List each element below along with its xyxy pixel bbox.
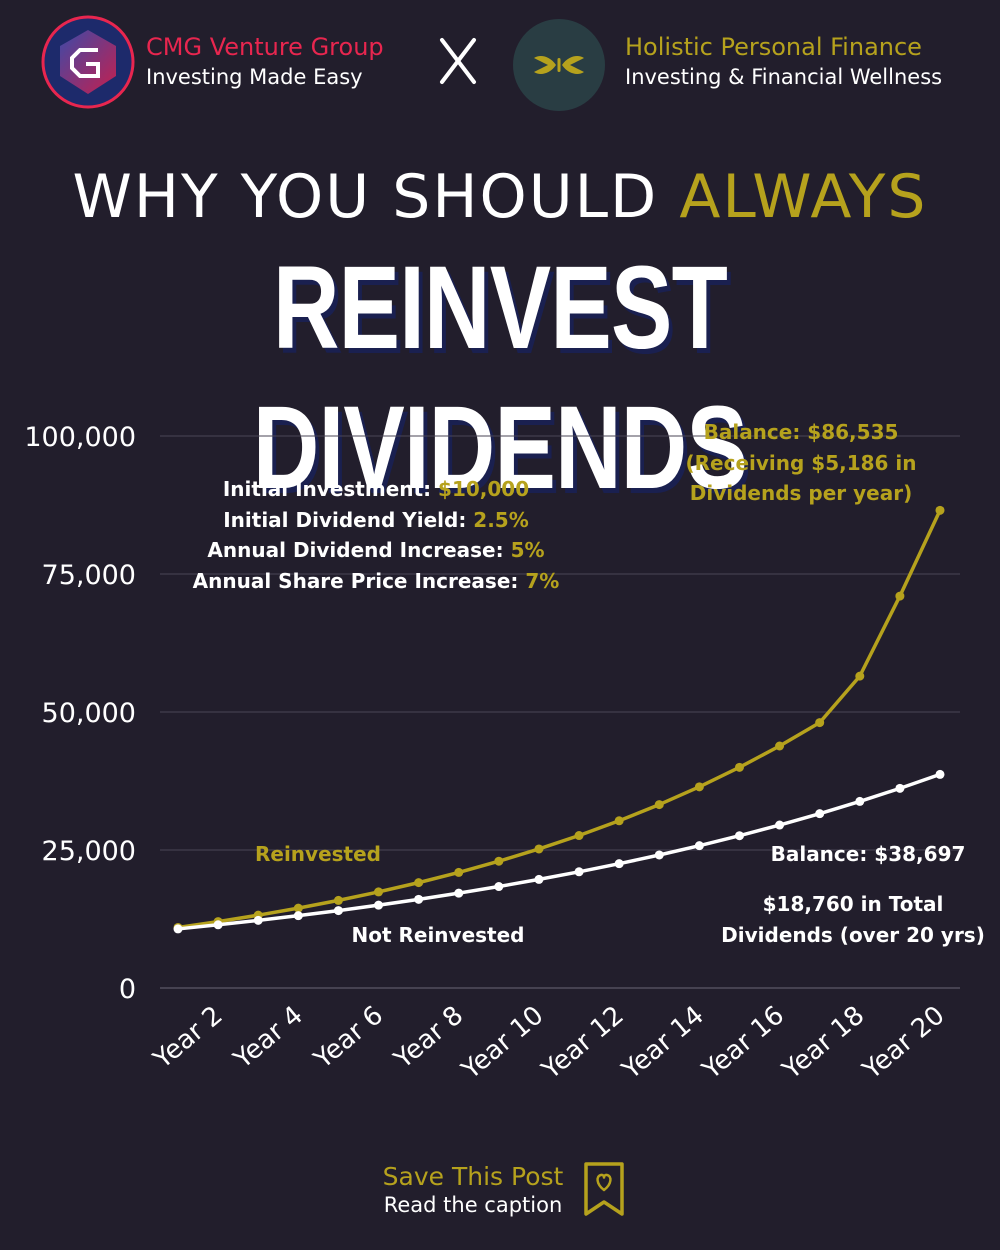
collab-separator	[436, 36, 480, 86]
assumption-row-dividend-increase: Annual Dividend Increase: 5%	[207, 538, 545, 562]
data-point	[935, 769, 945, 779]
x-tick-label: Year 14	[616, 1000, 710, 1086]
save-post-title: Save This Post	[382, 1162, 564, 1191]
data-point	[614, 859, 624, 869]
headline-white-text: WHY YOU SHOULD	[72, 162, 659, 232]
reinvested-balance-callout: Balance: $86,535 (Receiving $5,186 in Di…	[685, 420, 917, 505]
data-point	[775, 741, 785, 751]
data-point	[454, 867, 464, 877]
data-point	[775, 820, 785, 830]
data-point	[734, 762, 744, 772]
x-tick-label: Year 4	[228, 1000, 309, 1075]
y-tick-label: 75,000	[42, 560, 136, 591]
data-point	[173, 924, 183, 934]
x-tick-label: Year 16	[696, 1000, 790, 1086]
close-x-icon	[440, 38, 476, 84]
data-point	[494, 882, 504, 892]
data-point	[534, 844, 544, 854]
data-point	[374, 887, 384, 897]
y-tick-label: 0	[119, 974, 136, 1005]
x-tick-label: Year 12	[536, 1000, 630, 1086]
data-point	[253, 915, 263, 925]
x-tick-label: Year 6	[308, 1000, 389, 1075]
data-point	[534, 874, 544, 884]
headline-line1: WHY YOU SHOULD ALWAYS	[0, 160, 1000, 234]
data-point	[374, 900, 384, 910]
data-point	[855, 671, 865, 681]
data-point	[654, 850, 664, 860]
save-post-subtitle: Read the caption	[383, 1193, 563, 1217]
data-point	[333, 906, 343, 916]
x-tick-label: Year 18	[776, 1000, 870, 1086]
hpf-brand-name: Holistic Personal Finance	[625, 33, 922, 61]
series-label-reinvested: Reinvested	[255, 842, 381, 866]
assumptions-block: Initial Investment: $10,000 Initial Divi…	[193, 474, 560, 596]
x-tick-label: Year 10	[456, 1000, 550, 1086]
data-point	[654, 800, 664, 810]
butterfly-logo-icon	[513, 19, 605, 111]
data-point	[694, 841, 704, 851]
cmg-tagline: Investing Made Easy	[146, 65, 363, 89]
data-point	[454, 888, 464, 898]
assumption-row-initial-investment: Initial Investment: $10,000	[222, 477, 530, 501]
data-point	[414, 878, 424, 888]
series-line-reinvested	[177, 509, 942, 930]
data-point	[614, 816, 624, 826]
y-tick-label: 50,000	[42, 698, 136, 729]
data-point	[694, 782, 704, 792]
data-point	[574, 867, 584, 877]
data-point	[734, 831, 744, 841]
x-tick-label: Year 20	[857, 1000, 951, 1086]
cmg-logo	[40, 14, 136, 110]
assumption-row-price-increase: Annual Share Price Increase: 7%	[192, 568, 560, 593]
data-point	[935, 505, 945, 515]
y-tick-label: 100,000	[24, 422, 136, 453]
save-post-cta[interactable]: Save This Post Read the caption	[383, 1162, 564, 1218]
cmg-brand-name: CMG Venture Group	[146, 33, 384, 61]
data-point	[815, 809, 825, 819]
series-label-not-reinvested: Not Reinvested	[351, 923, 524, 947]
data-point	[213, 920, 223, 930]
data-point	[895, 783, 905, 793]
hpf-logo	[512, 18, 606, 112]
y-tick-label: 25,000	[42, 836, 136, 867]
data-point	[494, 856, 504, 866]
cmg-logo-icon	[41, 15, 135, 109]
data-point	[414, 894, 424, 904]
data-point	[293, 903, 303, 913]
data-point	[574, 831, 584, 841]
data-point	[333, 895, 343, 905]
hpf-tagline: Investing & Financial Wellness	[625, 65, 943, 89]
data-point	[855, 796, 865, 806]
not-reinvested-balance-callout: Balance: $38,697	[770, 842, 966, 866]
data-point	[293, 911, 303, 921]
x-tick-label: Year 2	[147, 1000, 228, 1075]
data-point	[815, 718, 825, 728]
assumption-row-dividend-yield: Initial Dividend Yield: 2.5%	[223, 507, 529, 532]
data-point	[895, 591, 905, 601]
headline-line2: REINVEST DIVIDENDS	[252, 242, 748, 514]
headline-gold-text: ALWAYS	[679, 162, 928, 232]
bookmark-heart-icon[interactable]	[582, 1160, 626, 1222]
series-line-not-reinvested	[177, 772, 941, 931]
total-dividends-callout: $18,760 in Total Dividends (over 20 yrs)	[721, 892, 985, 947]
